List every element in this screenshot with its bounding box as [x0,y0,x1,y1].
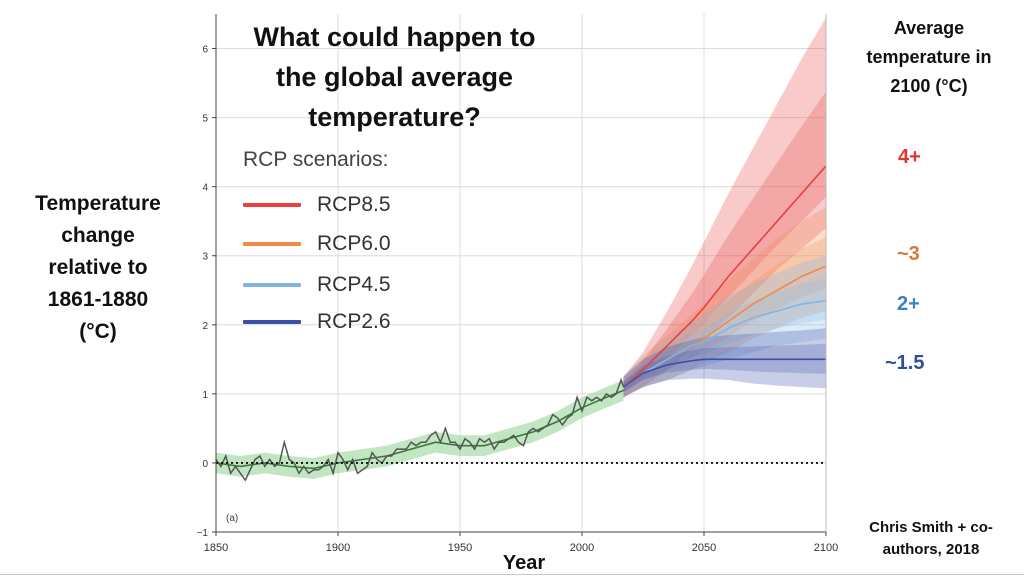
rcp85-2100-value: 4+ [898,146,921,168]
legend-item-rcp85: RCP8.5 [243,190,391,220]
inner-band-rcp60 [623,236,826,393]
legend-label: RCP2.6 [317,310,391,333]
observations-line [215,377,625,482]
band-rcp60 [623,207,826,398]
y-tick-label: 4 [202,183,208,194]
chart-title-line: the global average [275,62,514,92]
legend-item-rcp26: RCP2.6 [243,307,391,337]
y-axis-label-line: relative to [48,256,148,279]
legend-label: RCP8.5 [317,193,391,216]
y-tick-label: 1 [202,390,208,401]
inner-band-rcp85 [623,91,826,393]
legend-label: RCP6.0 [317,232,391,255]
credit-line: authors, 2018 [882,541,980,558]
series-line-rcp45 [623,299,827,388]
chart-title-line: What could happen to [253,22,536,52]
y-tick-label: 3 [202,252,208,263]
y-axis-label-line: 1861-1880 [47,288,149,311]
historical-model-line [215,389,624,470]
series-line-rcp26 [623,358,826,388]
credit-line: Chris Smith + co- [869,519,993,536]
heading-line: temperature in [866,47,992,67]
legend-swatch [243,203,301,207]
y-axis-label: Temperature change relative to 1861-1880… [8,188,188,348]
axes: −1 0 1 2 3 4 5 6 1850 1900 1950 2000 2050 2100 Year [197,14,838,574]
chart-title: What could happen to the global average … [222,17,567,137]
rcp45-2100-value: 2+ [897,293,920,315]
x-tick-label: 2050 [692,542,716,554]
series-lines [215,165,827,482]
heading-line: 2100 (°C) [890,76,968,96]
y-tick-label: 6 [202,45,208,56]
panel-label: (a) [226,513,239,524]
x-tick-label: 1950 [448,542,472,554]
x-tick-label: 1850 [204,542,228,554]
series-line-rcp85 [622,165,827,388]
x-tick-label: 2100 [814,542,838,554]
y-tick-label: −1 [197,528,209,539]
y-axis-label-line: Temperature [35,192,161,215]
x-tick-label: 1900 [326,542,350,554]
legend-label: RCP4.5 [317,273,391,296]
band-rcp26 [623,328,826,398]
credit: Chris Smith + co- authors, 2018 [836,517,1024,561]
x-tick-label: 2000 [570,542,594,554]
y-tick-label: 5 [202,114,208,125]
legend-item-rcp60: RCP6.0 [243,229,391,259]
band-rcp85 [623,17,826,398]
legend-swatch [243,320,301,324]
legend-swatch [243,283,301,287]
rcp26-2100-value: ~1.5 [885,352,925,374]
y-tick-label: 2 [202,321,208,332]
heading-line: Average [893,18,965,38]
y-axis-label-line: change [61,224,135,247]
chart-title-line: temperature? [308,102,481,132]
x-axis-label: Year [503,552,545,574]
legend-item-rcp45: RCP4.5 [243,270,391,300]
y-axis-label-line: (°C) [79,320,117,343]
legend-title: RCP scenarios: [243,148,389,171]
legend-swatch [243,242,301,246]
bottom-divider [0,574,1024,575]
rcp60-2100-value: ~3 [897,243,920,265]
y-tick-label: 0 [202,459,208,470]
average-temperature-heading: Average temperature in 2100 (°C) [834,14,1024,101]
